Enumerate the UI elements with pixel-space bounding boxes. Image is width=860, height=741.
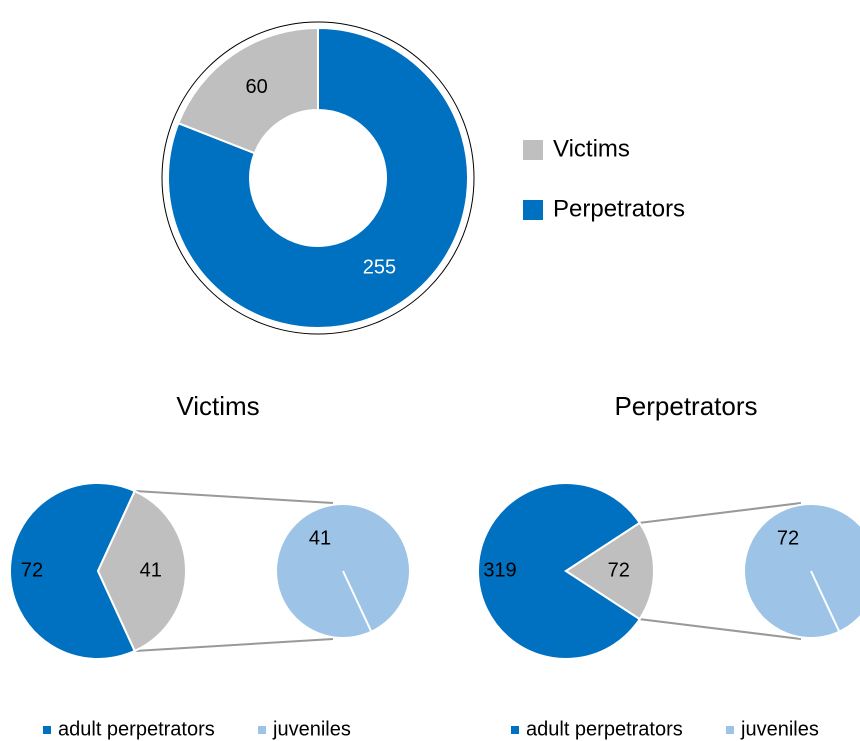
- legend-swatch: [523, 200, 543, 220]
- data-label: 41: [309, 527, 331, 549]
- data-label: 255: [363, 256, 396, 278]
- data-label: 319: [483, 559, 516, 581]
- connector: [134, 638, 334, 652]
- chart-title: Victims: [176, 391, 259, 421]
- legend-swatch: [511, 726, 519, 734]
- legend-label: Victims: [553, 135, 630, 162]
- donut-slice: [177, 26, 319, 155]
- legend-label: juveniles: [740, 718, 819, 740]
- legend-swatch: [523, 140, 543, 160]
- data-label: 72: [21, 559, 43, 581]
- connector: [639, 618, 802, 640]
- data-label: 41: [140, 559, 162, 581]
- legend-swatch: [258, 726, 266, 734]
- legend-label: adult perpetrators: [526, 718, 683, 740]
- pie-slice: [477, 482, 642, 660]
- legend-swatch: [43, 726, 51, 734]
- data-label: 72: [777, 527, 799, 549]
- legend-swatch: [726, 726, 734, 734]
- pie-slice: [96, 489, 187, 653]
- legend-label: Perpetrators: [553, 195, 685, 222]
- chart-title: Perpetrators: [614, 391, 757, 421]
- legend-label: juveniles: [272, 718, 351, 740]
- pie-slice: [564, 521, 655, 621]
- slice-edge: [810, 570, 841, 633]
- slice-edge: [342, 570, 373, 633]
- data-label: 60: [245, 76, 267, 98]
- connector: [639, 502, 802, 524]
- secondary-pie: [743, 503, 860, 639]
- donut-border: [161, 21, 475, 335]
- legend-label: adult perpetrators: [58, 718, 215, 740]
- donut-slice: [167, 26, 469, 329]
- data-label: 72: [608, 559, 630, 581]
- connector: [134, 490, 334, 504]
- pie-slice: [9, 482, 137, 660]
